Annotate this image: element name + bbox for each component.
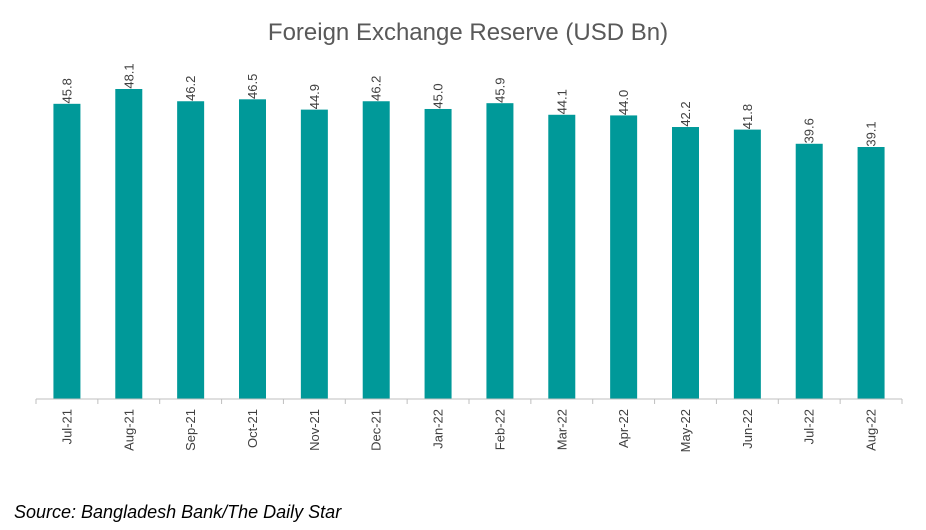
x-tick-label-may-22: May-22: [678, 409, 693, 452]
bar-sep-21: [177, 101, 205, 399]
bar-jul-21: [53, 103, 81, 399]
data-label-jul-22: 39.6: [802, 118, 817, 143]
x-axis: Jul-21 Aug-21 Sep-21 Oct-21 Nov-21 Dec-21 Jan-…: [35, 398, 903, 452]
x-tick-label-aug-22: Aug-22: [864, 409, 879, 451]
x-tick-label-aug-21: Aug-21: [121, 409, 136, 451]
data-labels-layer: 45.8 48.1 46.2 46.5 44.9 46.2 45.0 45.9 44.1 44.0…: [59, 63, 878, 146]
x-tick-label-apr-22: Apr-22: [616, 409, 631, 448]
x-tick-label-feb-22: Feb-22: [492, 409, 507, 450]
source-note: Source: Bangladesh Bank/The Daily Star: [14, 502, 342, 522]
x-tick-label-nov-21: Nov-21: [307, 409, 322, 451]
bar-apr-22: [610, 115, 638, 400]
data-label-jul-21: 45.8: [59, 78, 74, 103]
data-label-feb-22: 45.9: [492, 78, 507, 103]
bar-mar-22: [548, 114, 576, 399]
bar-dec-21: [362, 101, 390, 399]
data-label-mar-22: 44.1: [554, 89, 569, 114]
bar-nov-21: [300, 109, 328, 400]
bar-may-22: [672, 127, 699, 400]
x-tick-label-jan-22: Jan-22: [431, 409, 446, 449]
x-tick-label-dec-21: Dec-21: [369, 409, 384, 451]
bar-jul-22: [795, 143, 823, 399]
bar-feb-22: [486, 103, 514, 400]
data-label-dec-21: 46.2: [369, 76, 384, 101]
x-tick-label-mar-22: Mar-22: [554, 409, 569, 450]
data-label-jan-22: 45.0: [431, 83, 446, 108]
bar-jan-22: [424, 108, 452, 399]
bar-oct-21: [239, 99, 266, 399]
data-label-oct-21: 46.5: [245, 74, 260, 99]
data-label-aug-21: 48.1: [121, 63, 136, 88]
data-label-may-22: 42.2: [678, 101, 693, 126]
chart-title: Foreign Exchange Reserve (USD Bn): [268, 19, 668, 46]
data-label-aug-22: 39.1: [864, 121, 879, 146]
x-tick-label-jul-22: Jul-22: [802, 409, 817, 444]
data-label-apr-22: 44.0: [616, 90, 631, 115]
x-tick-label-jul-21: Jul-21: [59, 409, 74, 444]
x-tick-label-oct-21: Oct-21: [245, 409, 260, 448]
bar-aug-21: [115, 89, 143, 399]
bars-layer: [53, 89, 885, 400]
bar-jun-22: [733, 129, 761, 399]
bar-aug-22: [857, 147, 885, 399]
data-label-nov-21: 44.9: [307, 84, 322, 109]
foreign-exchange-reserve-chart: Foreign Exchange Reserve (USD Bn) 45.8 48…: [35, 19, 903, 452]
x-tick-label-jun-22: Jun-22: [740, 409, 755, 449]
data-label-sep-21: 46.2: [183, 76, 198, 101]
x-tick-label-sep-21: Sep-21: [183, 409, 198, 451]
data-label-jun-22: 41.8: [740, 104, 755, 129]
